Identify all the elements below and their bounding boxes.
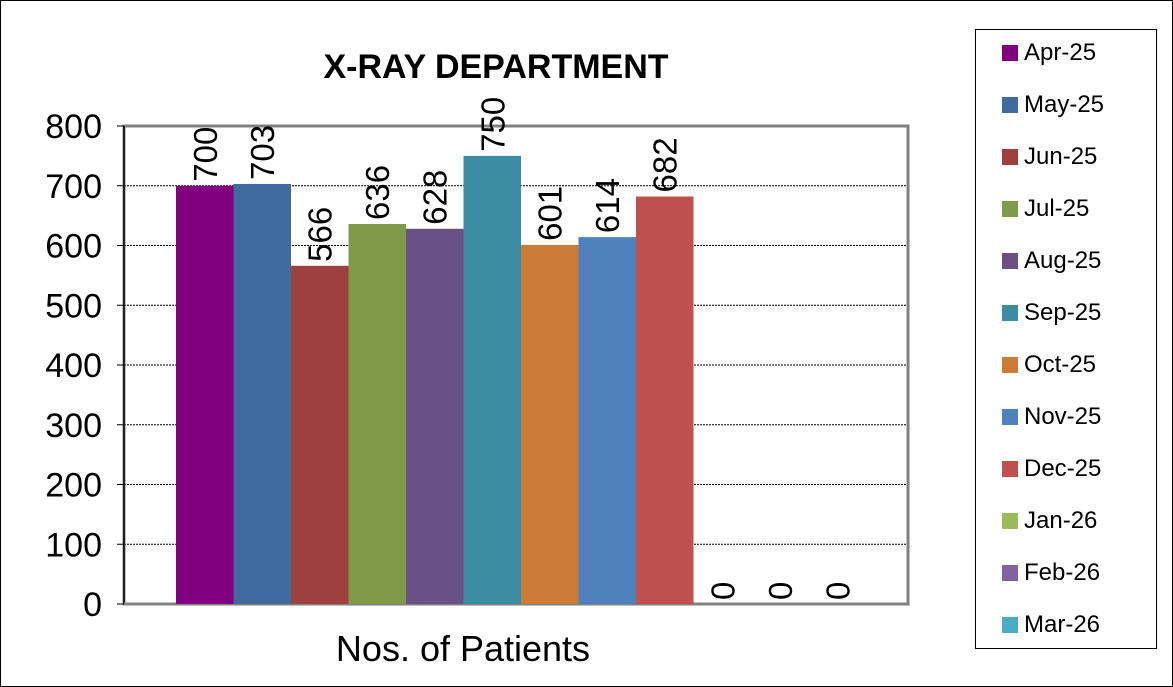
legend-label: Jul-25 [1024,195,1090,222]
legend-item: Aug-25 [1002,247,1102,274]
data-label: 614 [589,178,626,233]
legend-label: Feb-26 [1024,559,1101,586]
bar-sep-25 [463,155,521,604]
legend-item: Jan-26 [1002,507,1098,534]
y-tick-label: 800 [45,108,102,146]
legend-swatch [1002,565,1018,581]
legend-label: Dec-25 [1024,455,1102,482]
legend-label: Nov-25 [1024,403,1102,430]
y-tick-label: 100 [45,526,102,564]
legend-label: May-25 [1024,91,1105,118]
bar-dec-25 [636,196,694,604]
y-tick-label: 0 [83,586,102,624]
legend-item: Jun-25 [1002,143,1098,170]
data-label: 601 [532,186,569,241]
legend-label: Aug-25 [1024,247,1102,274]
legend-swatch [1002,513,1018,529]
legend-label: Jun-25 [1024,143,1098,170]
y-tick-label: 700 [45,168,102,206]
legend-item: Nov-25 [1002,403,1102,430]
bar-apr-25 [176,185,234,604]
y-tick-label: 200 [45,467,102,505]
data-label: 566 [302,207,339,262]
legend-item: Oct-25 [1002,351,1097,378]
legend-swatch [1002,253,1018,269]
legend-item: Mar-26 [1002,611,1101,638]
data-label: 628 [417,170,454,225]
data-label: 703 [244,125,281,180]
y-tick-label: 400 [45,347,102,385]
legend-item: Sep-25 [1002,299,1102,326]
legend-swatch [1002,45,1018,61]
legend-swatch [1002,357,1018,373]
legend-item: Apr-25 [1002,39,1097,66]
y-tick-label: 500 [45,287,102,325]
legend-swatch [1002,149,1018,165]
legend-item: May-25 [1002,91,1105,118]
legend-label: Apr-25 [1024,39,1097,66]
data-label: 0 [819,582,856,600]
data-label: 636 [359,165,396,220]
data-label: 682 [647,137,684,192]
legend-swatch [1002,409,1018,425]
legend-swatch [1002,461,1018,477]
bar-may-25 [233,183,291,604]
legend-item: Jul-25 [1002,195,1090,222]
legend-swatch [1002,617,1018,633]
legend-swatch [1002,201,1018,217]
bar-oct-25 [521,244,579,604]
legend-item: Dec-25 [1002,455,1102,482]
bars [176,155,694,605]
legend-swatch [1002,305,1018,321]
legend-swatch [1002,97,1018,113]
chart-legend: Apr-25 May-25 Jun-25 Jul-25 Aug-25 Sep-25 Oct-… [975,29,1157,649]
data-label: 700 [187,127,224,182]
data-label: 0 [762,582,799,600]
bar-jul-25 [348,223,406,605]
legend-label: Jan-26 [1024,507,1098,534]
bar-jun-25 [291,265,349,604]
y-tick-label: 300 [45,407,102,445]
bar-aug-25 [406,228,464,604]
legend-label: Oct-25 [1024,351,1097,378]
bar-nov-25 [578,237,636,604]
legend-item: Feb-26 [1002,559,1101,586]
data-labels: 700 703 566 636 628 750 601 614 682 0 0 0 [187,97,857,600]
legend-label: Mar-26 [1024,611,1101,638]
data-label: 750 [474,97,511,152]
x-axis-label: Nos. of Patients [336,628,590,669]
data-label: 0 [704,582,741,600]
y-tick-label: 600 [45,228,102,266]
legend-label: Sep-25 [1024,299,1102,326]
chart-title: X-RAY DEPARTMENT [323,48,668,86]
